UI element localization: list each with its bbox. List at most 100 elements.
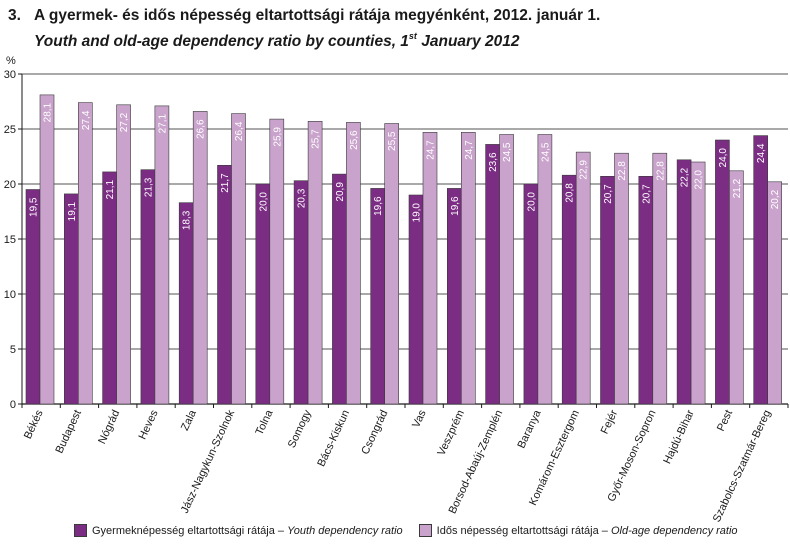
x-tick-label: Budapest	[53, 408, 84, 455]
bar-old	[652, 152, 668, 405]
data-label-old: 20,2	[770, 189, 781, 209]
bar-old	[231, 113, 246, 405]
bar-youth	[638, 176, 654, 405]
data-label-old: 24,7	[426, 140, 437, 160]
bar-old	[346, 122, 361, 405]
data-label-old: 25,6	[349, 130, 360, 150]
bar-youth	[561, 174, 577, 405]
x-tick-label: Heves	[137, 408, 161, 442]
y-tick-label: 15	[4, 234, 16, 246]
data-label-youth: 19,6	[373, 196, 384, 216]
bar-old	[116, 104, 131, 405]
data-label-old: 26,4	[234, 121, 245, 141]
data-label-youth: 19,5	[29, 197, 40, 217]
data-label-old: 24,5	[540, 142, 551, 162]
data-label-old: 22,8	[655, 161, 666, 181]
data-label-youth: 19,6	[450, 196, 461, 216]
legend-old-en: Old-age dependency ratio	[610, 524, 738, 537]
bar-old	[384, 123, 400, 405]
data-label-youth: 18,3	[182, 210, 193, 230]
data-label-old: 24,7	[464, 140, 475, 160]
data-label-old: 27,4	[81, 110, 92, 130]
data-label-old: 27,1	[157, 113, 168, 133]
x-tick-label: Zala	[179, 407, 199, 432]
data-label-youth: 21,7	[220, 173, 231, 193]
data-label-youth: 20,7	[641, 184, 652, 204]
bar-youth	[140, 169, 156, 405]
bar-youth	[370, 188, 386, 405]
bar-youth	[178, 202, 194, 405]
bar-old	[154, 105, 170, 405]
x-tick-label: Baranya	[515, 407, 544, 450]
y-tick-label: 25	[4, 124, 16, 136]
bar-youth	[676, 159, 692, 405]
legend-old-hu: Idős népesség eltartottsági rátája –	[436, 524, 608, 537]
data-label-old: 24,5	[502, 142, 513, 162]
bar-youth	[332, 173, 347, 405]
data-label-youth: 19,1	[67, 201, 78, 221]
bar-youth	[753, 135, 769, 405]
data-label-old: 22,0	[694, 170, 705, 190]
bar-old	[460, 132, 476, 405]
bar-old	[575, 151, 591, 405]
bar-youth	[485, 144, 500, 405]
legend-label-youth: Gyermeknépesség eltartottsági rátája – Y…	[92, 525, 403, 537]
y-tick-label: 20	[4, 179, 16, 191]
data-label-youth: 20,3	[297, 188, 308, 208]
x-tick-label: Nógrád	[96, 408, 122, 446]
title-english-text: Youth and old-age dependency ratio by co…	[34, 33, 409, 50]
bar-youth	[446, 188, 462, 405]
bar-old	[269, 118, 285, 405]
data-label-youth: 22,2	[680, 167, 691, 187]
bar-old	[729, 170, 744, 405]
data-label-old: 22,8	[617, 161, 628, 181]
legend-label-old: Idős népesség eltartottsági rátája – Old…	[437, 525, 738, 537]
legend-item-youth: Gyermeknépesség eltartottsági rátája – Y…	[74, 524, 403, 537]
bar-old	[499, 134, 514, 405]
bar-old	[192, 111, 208, 405]
bar-old	[422, 132, 438, 405]
data-label-youth: 23,6	[488, 152, 499, 172]
y-tick-label: 5	[10, 344, 16, 356]
bar-youth	[523, 183, 539, 405]
chart-title: 3. A gyermek- és idős népesség eltartotts…	[8, 6, 600, 52]
bar-youth	[102, 171, 117, 405]
bar-old	[614, 152, 629, 405]
bar-youth	[293, 180, 309, 405]
bar-old	[39, 94, 55, 405]
data-label-youth: 21,1	[105, 179, 116, 199]
x-tick-label: Vas	[410, 408, 429, 430]
bar-youth	[255, 183, 271, 405]
bar-youth	[715, 139, 730, 405]
legend-item-old: Idős népesség eltartottsági rátája – Old…	[418, 524, 738, 537]
data-label-old: 25,5	[387, 131, 398, 151]
bar-youth	[600, 176, 615, 405]
data-label-youth: 24,0	[718, 148, 729, 168]
legend-youth-en: Youth dependency ratio	[287, 524, 403, 537]
data-label-old: 28,1	[43, 102, 54, 122]
legend: Gyermeknépesség eltartottsági rátája – Y…	[74, 524, 754, 537]
title-hungarian: A gyermek- és idős népesség eltartottság…	[34, 7, 601, 24]
data-label-youth: 24,4	[756, 143, 767, 163]
x-tick-label: Békés	[22, 408, 46, 441]
data-label-old: 27,2	[119, 112, 130, 132]
data-label-old: 22,9	[579, 160, 590, 180]
legend-swatch-youth	[74, 524, 87, 537]
y-tick-label: 0	[10, 399, 16, 411]
y-tick-label: 30	[4, 69, 16, 81]
legend-youth-hu: Gyermeknépesség eltartottsági rátája –	[92, 524, 284, 537]
data-label-youth: 20,7	[603, 184, 614, 204]
y-tick-label: 10	[4, 289, 16, 301]
y-axis-unit-label: %	[6, 55, 16, 67]
bar-old	[537, 134, 553, 405]
data-label-youth: 20,9	[335, 182, 346, 202]
x-tick-label: Bács-Kiskun	[315, 408, 352, 468]
bar-old	[767, 181, 783, 405]
x-tick-label: Somogy	[286, 408, 314, 450]
data-label-old: 21,2	[732, 178, 743, 198]
data-label-old: 26,6	[196, 119, 207, 139]
title-number: 3.	[8, 7, 21, 24]
bar-old	[78, 102, 93, 405]
bar-youth	[64, 193, 79, 405]
